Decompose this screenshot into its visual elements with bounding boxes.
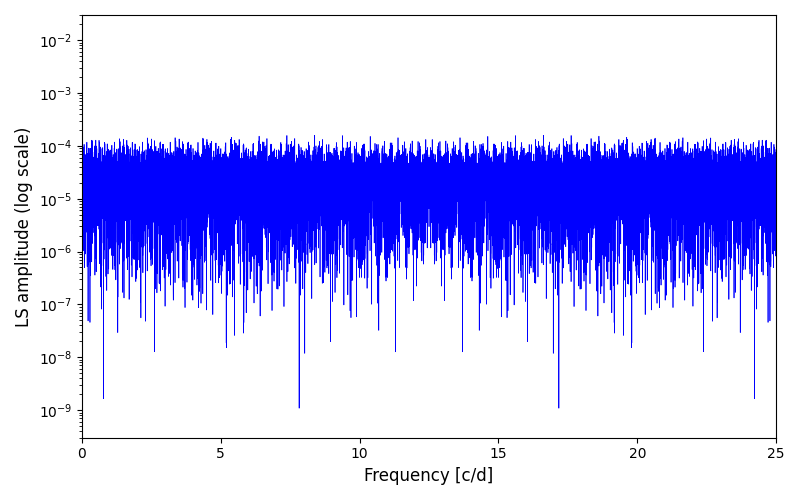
Y-axis label: LS amplitude (log scale): LS amplitude (log scale)	[15, 126, 33, 326]
X-axis label: Frequency [c/d]: Frequency [c/d]	[364, 467, 494, 485]
